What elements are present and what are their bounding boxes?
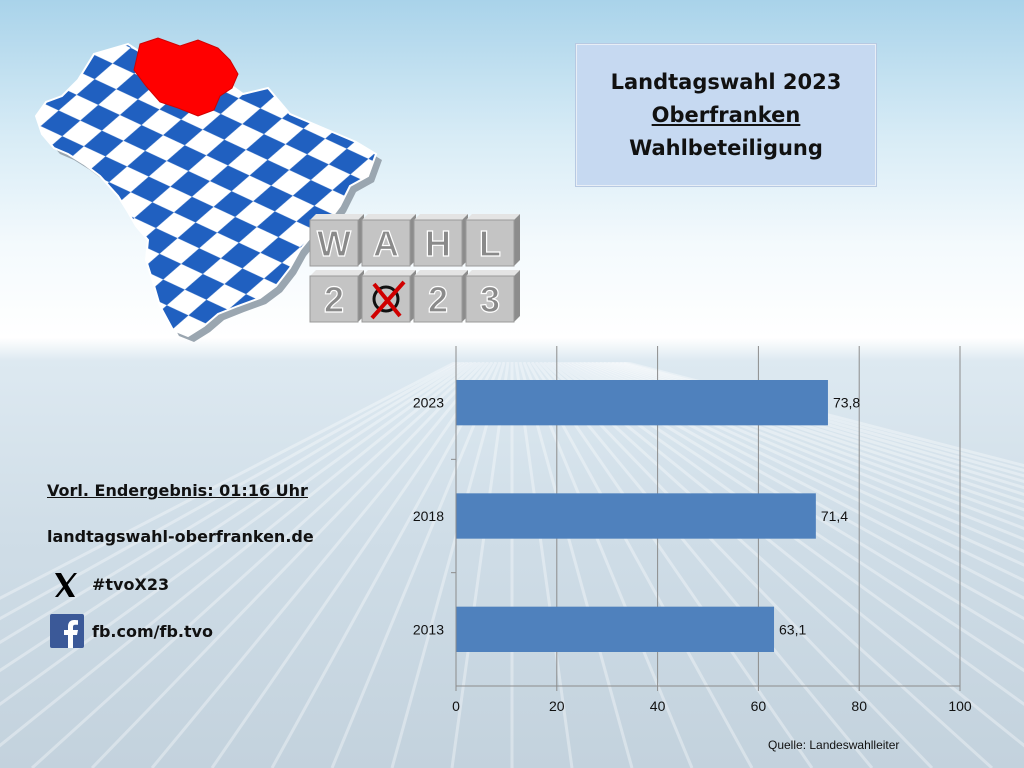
- x-tick-label-20: 20: [549, 698, 565, 714]
- category-label-2023: 2023: [413, 395, 444, 411]
- cube-top-1-letter: A: [373, 223, 399, 264]
- cube-top-1: A: [361, 214, 416, 267]
- bar-2023: [456, 380, 828, 426]
- value-label-2023: 73,8: [833, 395, 860, 411]
- turnout-bar-chart: 0 20 40 60 80 100 2023 73,8 2018 71,4 2013 63,1: [413, 346, 972, 714]
- ballot-cross-icon: [370, 280, 406, 320]
- cube-top-0: W: [309, 214, 364, 267]
- cube-bottom-3: 3: [465, 270, 520, 323]
- cube-bottom-0: 2: [309, 270, 364, 323]
- source-text: Quelle: Landeswahlleiter: [768, 738, 900, 752]
- facebook-icon[interactable]: [50, 614, 84, 648]
- bar-2018: [456, 493, 816, 539]
- cube-bottom-1: [361, 270, 416, 323]
- title-box: Landtagswahl 2023 Oberfranken Wahlbeteil…: [576, 44, 876, 186]
- cube-top-2: H: [413, 214, 468, 267]
- title-line-1: Landtagswahl 2023: [610, 69, 842, 94]
- cube-top-0-letter: W: [317, 223, 351, 264]
- x-logo-icon[interactable]: [48, 568, 82, 602]
- x-tick-label-60: 60: [751, 698, 767, 714]
- floor-lines: [0, 362, 1024, 768]
- category-label-2018: 2018: [413, 508, 444, 524]
- result-time-text: Vorl. Endergebnis: 01:16 Uhr: [47, 481, 308, 500]
- value-label-2018: 71,4: [821, 508, 848, 524]
- x-tick-label-80: 80: [851, 698, 867, 714]
- title-line-2: Oberfranken: [651, 102, 801, 127]
- cube-top-3-letter: L: [479, 223, 501, 264]
- bar-2013: [456, 606, 775, 652]
- cube-bottom-0-letter: 2: [324, 279, 344, 320]
- wahl-2023-logo: W A H L2 2 3: [309, 214, 520, 323]
- x-handle-text[interactable]: #tvoX23: [92, 575, 170, 594]
- cube-top-3: L: [465, 214, 520, 267]
- cube-bottom-2-letter: 2: [428, 279, 448, 320]
- chart-bars: [456, 380, 828, 652]
- x-tick-label-40: 40: [650, 698, 666, 714]
- cube-bottom-2: 2: [413, 270, 468, 323]
- cube-bottom-3-letter: 3: [480, 279, 500, 320]
- category-label-2013: 2013: [413, 621, 444, 637]
- chart-labels: 0 20 40 60 80 100 2023 73,8 2018 71,4 2013 63,1: [413, 395, 972, 714]
- value-label-2013: 63,1: [779, 621, 806, 637]
- website-text[interactable]: landtagswahl-oberfranken.de: [47, 527, 314, 546]
- cube-top-2-letter: H: [425, 223, 451, 264]
- x-tick-label-100: 100: [948, 698, 972, 714]
- chart-axes: [451, 346, 961, 691]
- bavaria-map-icon: [34, 37, 382, 342]
- facebook-text[interactable]: fb.com/fb.tvo: [92, 622, 214, 641]
- x-tick-label-0: 0: [452, 698, 460, 714]
- title-line-3: Wahlbeteiligung: [629, 135, 823, 160]
